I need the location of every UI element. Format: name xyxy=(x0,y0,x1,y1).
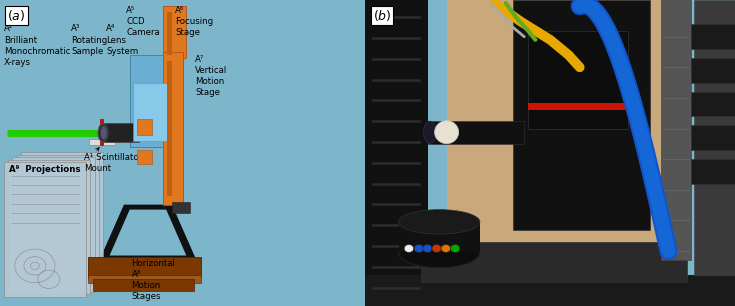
FancyBboxPatch shape xyxy=(172,202,190,213)
FancyBboxPatch shape xyxy=(661,0,691,260)
FancyBboxPatch shape xyxy=(90,139,115,145)
Circle shape xyxy=(451,244,460,252)
Circle shape xyxy=(441,244,451,252)
Polygon shape xyxy=(110,210,186,256)
FancyBboxPatch shape xyxy=(162,6,186,58)
Ellipse shape xyxy=(434,121,459,144)
Circle shape xyxy=(404,244,414,252)
Text: $(a)$: $(a)$ xyxy=(7,8,26,23)
Text: A⁵
CCD
Camera: A⁵ CCD Camera xyxy=(126,6,159,37)
Circle shape xyxy=(423,244,432,252)
Text: A⁹  Projections: A⁹ Projections xyxy=(9,165,81,174)
FancyBboxPatch shape xyxy=(133,83,168,141)
FancyBboxPatch shape xyxy=(137,150,151,164)
FancyBboxPatch shape xyxy=(100,119,103,145)
Text: A⁴
Lens
System: A⁴ Lens System xyxy=(106,24,138,56)
FancyBboxPatch shape xyxy=(398,222,480,252)
FancyBboxPatch shape xyxy=(429,121,524,144)
FancyBboxPatch shape xyxy=(12,157,95,292)
FancyBboxPatch shape xyxy=(93,279,193,291)
FancyBboxPatch shape xyxy=(129,55,172,147)
FancyBboxPatch shape xyxy=(691,92,735,116)
FancyBboxPatch shape xyxy=(17,155,99,289)
Text: $(b)$: $(b)$ xyxy=(373,8,391,23)
FancyBboxPatch shape xyxy=(137,119,151,135)
FancyBboxPatch shape xyxy=(162,52,182,205)
FancyBboxPatch shape xyxy=(691,24,735,49)
FancyBboxPatch shape xyxy=(168,61,172,196)
FancyBboxPatch shape xyxy=(528,31,628,129)
Text: A³
Rotating
Sample: A³ Rotating Sample xyxy=(71,24,107,56)
FancyBboxPatch shape xyxy=(691,159,735,184)
Ellipse shape xyxy=(101,126,107,140)
Text: A²
Brilliant
Monochromatic
X-rays: A² Brilliant Monochromatic X-rays xyxy=(4,24,70,67)
FancyBboxPatch shape xyxy=(4,162,86,297)
FancyBboxPatch shape xyxy=(87,275,201,283)
FancyBboxPatch shape xyxy=(695,0,735,275)
FancyBboxPatch shape xyxy=(365,275,735,306)
FancyBboxPatch shape xyxy=(103,123,139,142)
Circle shape xyxy=(414,244,423,252)
FancyBboxPatch shape xyxy=(691,125,735,150)
Text: A⁷
Vertical
Motion
Stage: A⁷ Vertical Motion Stage xyxy=(196,55,228,97)
FancyBboxPatch shape xyxy=(21,152,104,287)
Text: A⁶
Focusing
Stage: A⁶ Focusing Stage xyxy=(176,6,213,37)
Polygon shape xyxy=(98,205,197,263)
Text: A¹ Scintillator
Mount: A¹ Scintillator Mount xyxy=(84,153,142,173)
FancyBboxPatch shape xyxy=(691,58,735,83)
Ellipse shape xyxy=(398,237,480,268)
FancyBboxPatch shape xyxy=(513,0,650,230)
FancyBboxPatch shape xyxy=(447,0,680,251)
Ellipse shape xyxy=(423,121,437,143)
FancyBboxPatch shape xyxy=(168,12,172,55)
Circle shape xyxy=(432,244,442,252)
FancyBboxPatch shape xyxy=(87,257,201,278)
Ellipse shape xyxy=(98,124,108,142)
Ellipse shape xyxy=(398,210,480,234)
Text: Horizontal
A⁸
Motion
Stages: Horizontal A⁸ Motion Stages xyxy=(132,259,176,301)
FancyBboxPatch shape xyxy=(420,242,687,282)
FancyBboxPatch shape xyxy=(8,160,90,294)
FancyBboxPatch shape xyxy=(365,0,429,306)
FancyBboxPatch shape xyxy=(528,103,628,110)
